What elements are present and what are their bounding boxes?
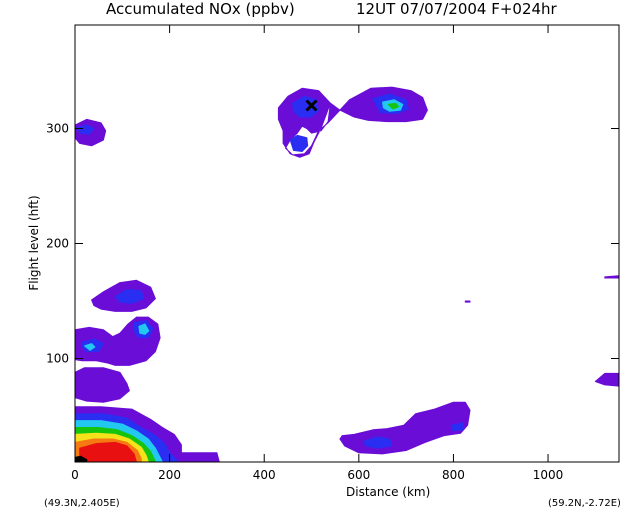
- contour-region-blue: [289, 134, 309, 152]
- contour-region-blue: [363, 436, 393, 449]
- contour-region-blue: [114, 289, 145, 304]
- contour-fills: [74, 86, 620, 463]
- x-tick-label: 800: [442, 468, 465, 482]
- start-location-label: (49.3N,2.405E): [44, 498, 120, 509]
- x-axis-label: Distance (km): [346, 485, 431, 499]
- end-location-label: (59.2N,-2.72E): [548, 498, 621, 509]
- y-tick-label: 100: [46, 352, 69, 366]
- y-tick-label: 200: [46, 237, 69, 251]
- chart-timestamp: 12UT 07/07/2004 F+024hr: [356, 0, 557, 18]
- contour-region-cyan: [84, 343, 96, 351]
- chart-title: Accumulated NOx (ppbv): [106, 0, 295, 18]
- contour-region-blue: [76, 124, 95, 135]
- x-tick-label: 1000: [533, 468, 564, 482]
- contour-region-blue: [450, 422, 465, 432]
- y-axis-label: Flight level (hft): [27, 195, 41, 291]
- y-tick-label: 300: [46, 122, 69, 136]
- x-tick-label: 600: [347, 468, 370, 482]
- x-axis-ticks: 0 200 400 600 800 1000: [71, 25, 563, 482]
- contour-region-cyan: [138, 323, 150, 335]
- contour-region-blue: [292, 95, 320, 118]
- aircraft-position-marker: [305, 99, 318, 112]
- marker-stroke: [305, 99, 318, 112]
- plot-frame: [74, 24, 620, 463]
- chart-title-row: Accumulated NOx (ppbv) 12UT 07/07/2004 F…: [0, 0, 640, 20]
- contour-region-green: [387, 102, 400, 110]
- x-tick-label: 0: [71, 468, 79, 482]
- x-tick-label: 200: [158, 468, 181, 482]
- x-tick-label: 400: [253, 468, 276, 482]
- contour-region-purple: [339, 401, 471, 455]
- contour-region-purple: [604, 275, 620, 279]
- contour-region-purple: [74, 367, 130, 403]
- y-axis-ticks: 100 200 300: [46, 122, 619, 366]
- contour-region-purple: [594, 372, 620, 387]
- contour-region-purple: [464, 300, 471, 303]
